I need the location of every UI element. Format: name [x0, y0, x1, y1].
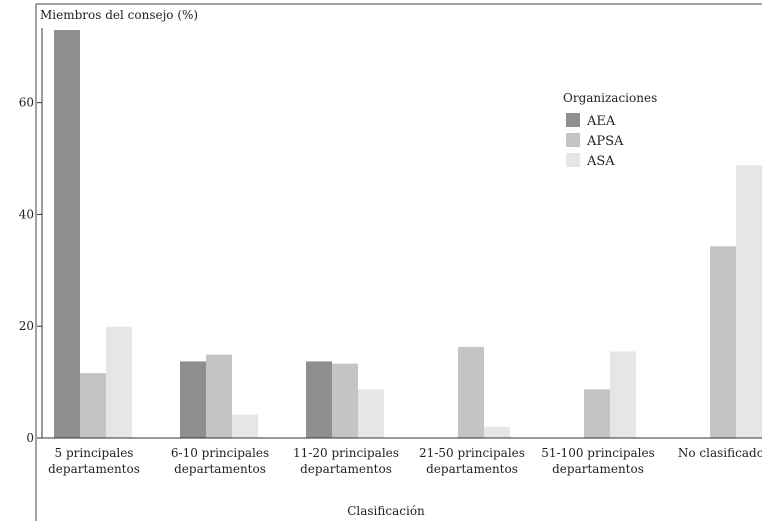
- bar-aea-1: [180, 361, 206, 438]
- y-tick-label-20: 20: [19, 319, 34, 333]
- bar-apsa-3: [458, 346, 484, 438]
- legend-swatch-aea: [566, 113, 580, 127]
- bar-asa-2: [358, 389, 384, 438]
- x-tick-label-2-1: departamentos: [300, 462, 392, 476]
- legend-swatch-asa: [566, 153, 580, 167]
- legend-label-asa: ASA: [586, 154, 615, 169]
- x-axis-title: Clasificación: [347, 504, 425, 518]
- x-tick-label-0-1: departamentos: [48, 462, 140, 476]
- y-tick-label-40: 40: [19, 207, 34, 221]
- y-axis-title: Miembros del consejo (%): [40, 8, 198, 22]
- x-tick-label-4-1: departamentos: [552, 462, 644, 476]
- bar-aea-0: [54, 30, 80, 438]
- x-axis: 5 principales departamentos 6-10 principal…: [42, 437, 762, 476]
- bar-asa-4: [610, 351, 636, 438]
- legend-title: Organizaciones: [563, 91, 657, 105]
- y-tick-label-0: 0: [26, 431, 34, 445]
- x-tick-label-5-0: No clasificados: [678, 446, 762, 460]
- bar-aea-2: [306, 361, 332, 438]
- y-axis: 0 20 40 60: [19, 28, 43, 445]
- bar-apsa-2: [332, 363, 358, 438]
- bar-apsa-4: [584, 389, 610, 438]
- bar-asa-3: [484, 426, 510, 438]
- bar-asa-0: [106, 326, 132, 438]
- bar-apsa-0: [80, 373, 106, 438]
- legend-label-apsa: APSA: [586, 134, 624, 149]
- legend: Organizaciones AEA APSA ASA: [563, 91, 657, 169]
- x-tick-label-3-0: 21-50 principales: [419, 446, 525, 460]
- bar-asa-5: [736, 165, 762, 438]
- bar-asa-1: [232, 414, 258, 438]
- y-tick-label-60: 60: [19, 96, 34, 110]
- x-tick-label-1-1: departamentos: [174, 462, 266, 476]
- bar-apsa-1: [206, 354, 232, 438]
- legend-swatch-apsa: [566, 133, 580, 147]
- x-tick-label-3-1: departamentos: [426, 462, 518, 476]
- x-tick-label-4-0: 51-100 principales: [541, 446, 655, 460]
- legend-label-aea: AEA: [586, 114, 616, 129]
- bars: [54, 30, 762, 438]
- x-tick-label-0-0: 5 principales: [55, 446, 134, 460]
- x-tick-label-2-0: 11-20 principales: [293, 446, 399, 460]
- x-tick-label-1-0: 6-10 principales: [171, 446, 269, 460]
- bar-apsa-5: [710, 246, 736, 438]
